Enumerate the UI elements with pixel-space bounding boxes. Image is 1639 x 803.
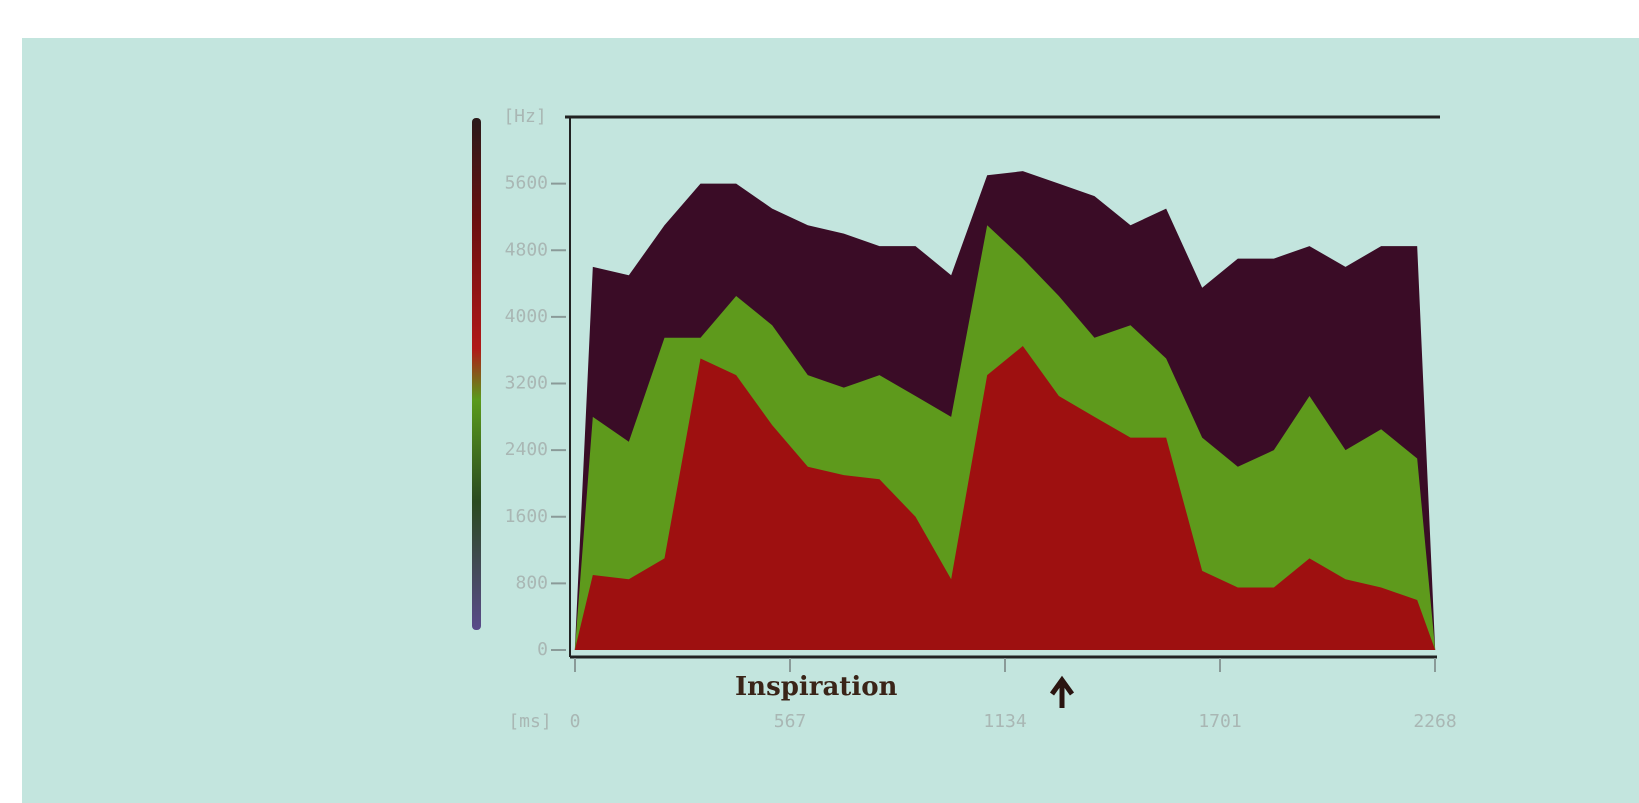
x-tick-label: 0	[570, 711, 581, 732]
color-bar	[472, 118, 481, 630]
y-tick-label: 4800	[505, 239, 548, 260]
y-tick-label: 2400	[505, 439, 548, 460]
y-tick-label: 1600	[505, 506, 548, 527]
y-tick-label: 3200	[505, 373, 548, 394]
x-tick-label: 2268	[1413, 711, 1456, 732]
x-tick-label: 567	[774, 711, 807, 732]
x-tick-label: 1134	[983, 711, 1026, 732]
y-tick-label: 5600	[505, 173, 548, 194]
annotation: Inspiration	[735, 672, 898, 702]
plot: 0 800 1600 2400 3200 4000 4800 5600 0 567 1134 1701…	[505, 115, 1457, 732]
y-axis-label: [Hz]	[503, 106, 546, 127]
y-tick-label: 4000	[505, 306, 548, 327]
y-tick-label: 0	[537, 639, 548, 660]
x-tick-label: 1701	[1198, 711, 1241, 732]
x-axis-label: [ms]	[508, 711, 551, 732]
arrow	[1049, 675, 1075, 708]
y-tick-label: 800	[515, 572, 548, 593]
spectrum-band	[574, 346, 1436, 650]
